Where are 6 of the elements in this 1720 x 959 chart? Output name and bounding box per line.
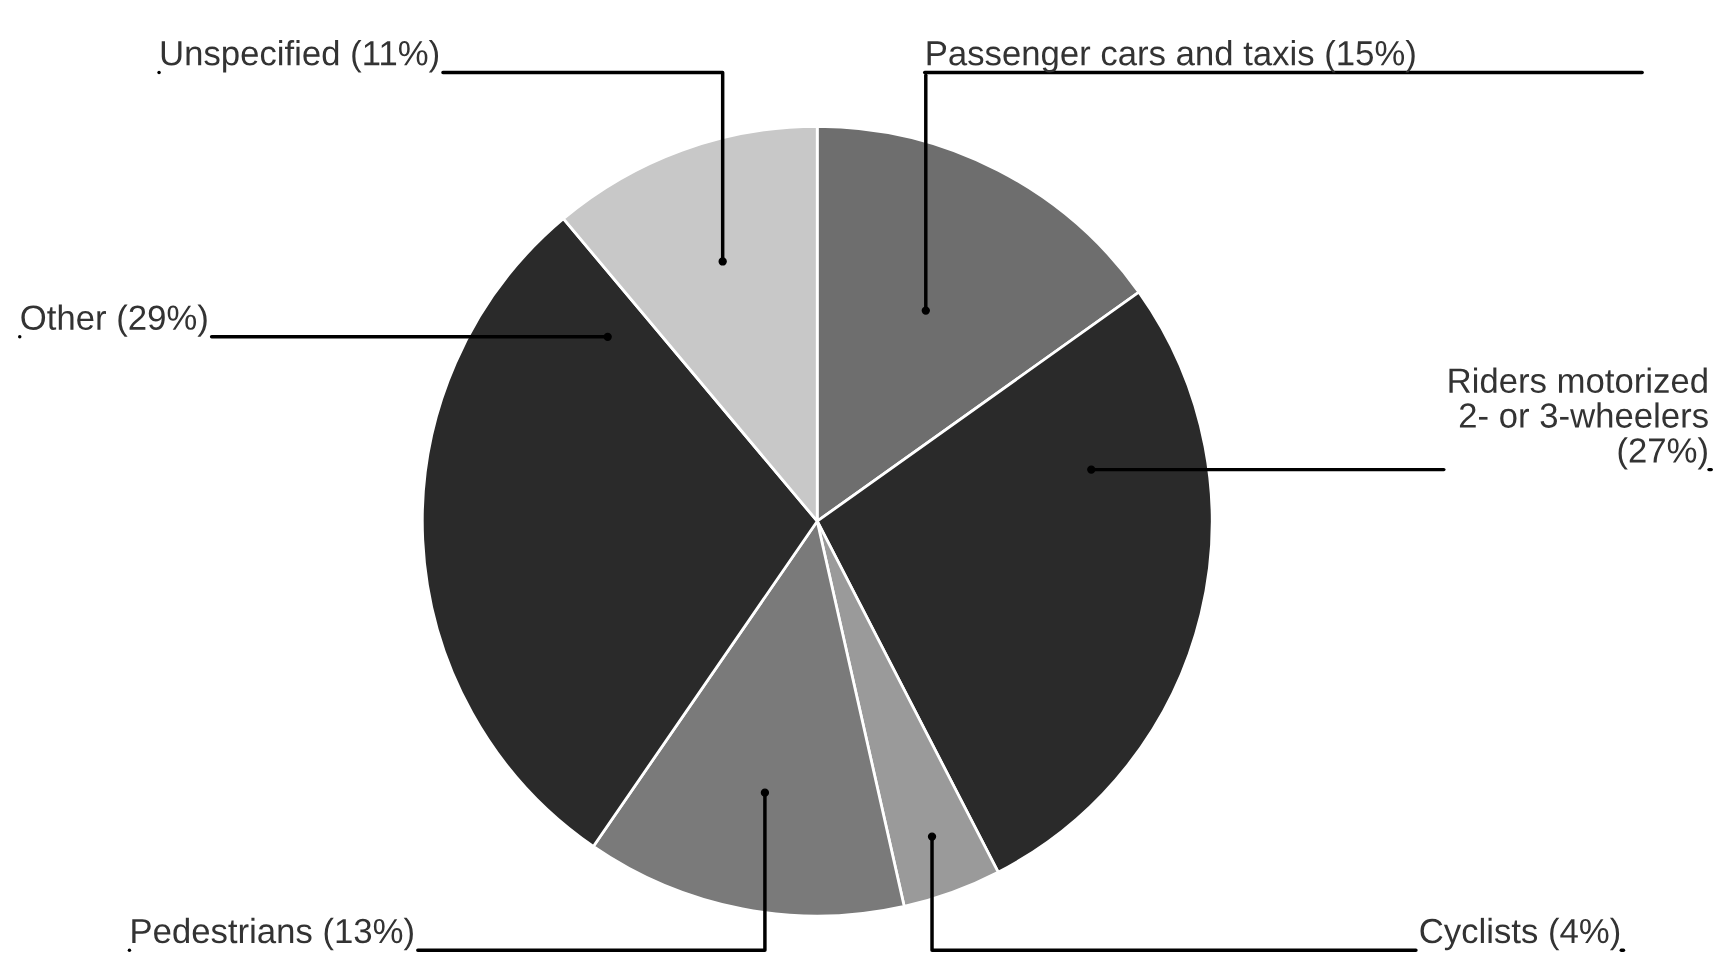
slice-label: Pedestrians (13%) [132, 917, 413, 951]
slice-label: Cyclists (4%) [1420, 917, 1620, 951]
slice-label: Unspecified (11%) [161, 40, 439, 73]
slice-label: Other (29%) [21, 304, 207, 337]
slice-label: Riders motorized 2- or 3-wheelers (27%) [1449, 367, 1708, 470]
slice-label: Passenger cars and taxis (15%) [927, 40, 1415, 73]
